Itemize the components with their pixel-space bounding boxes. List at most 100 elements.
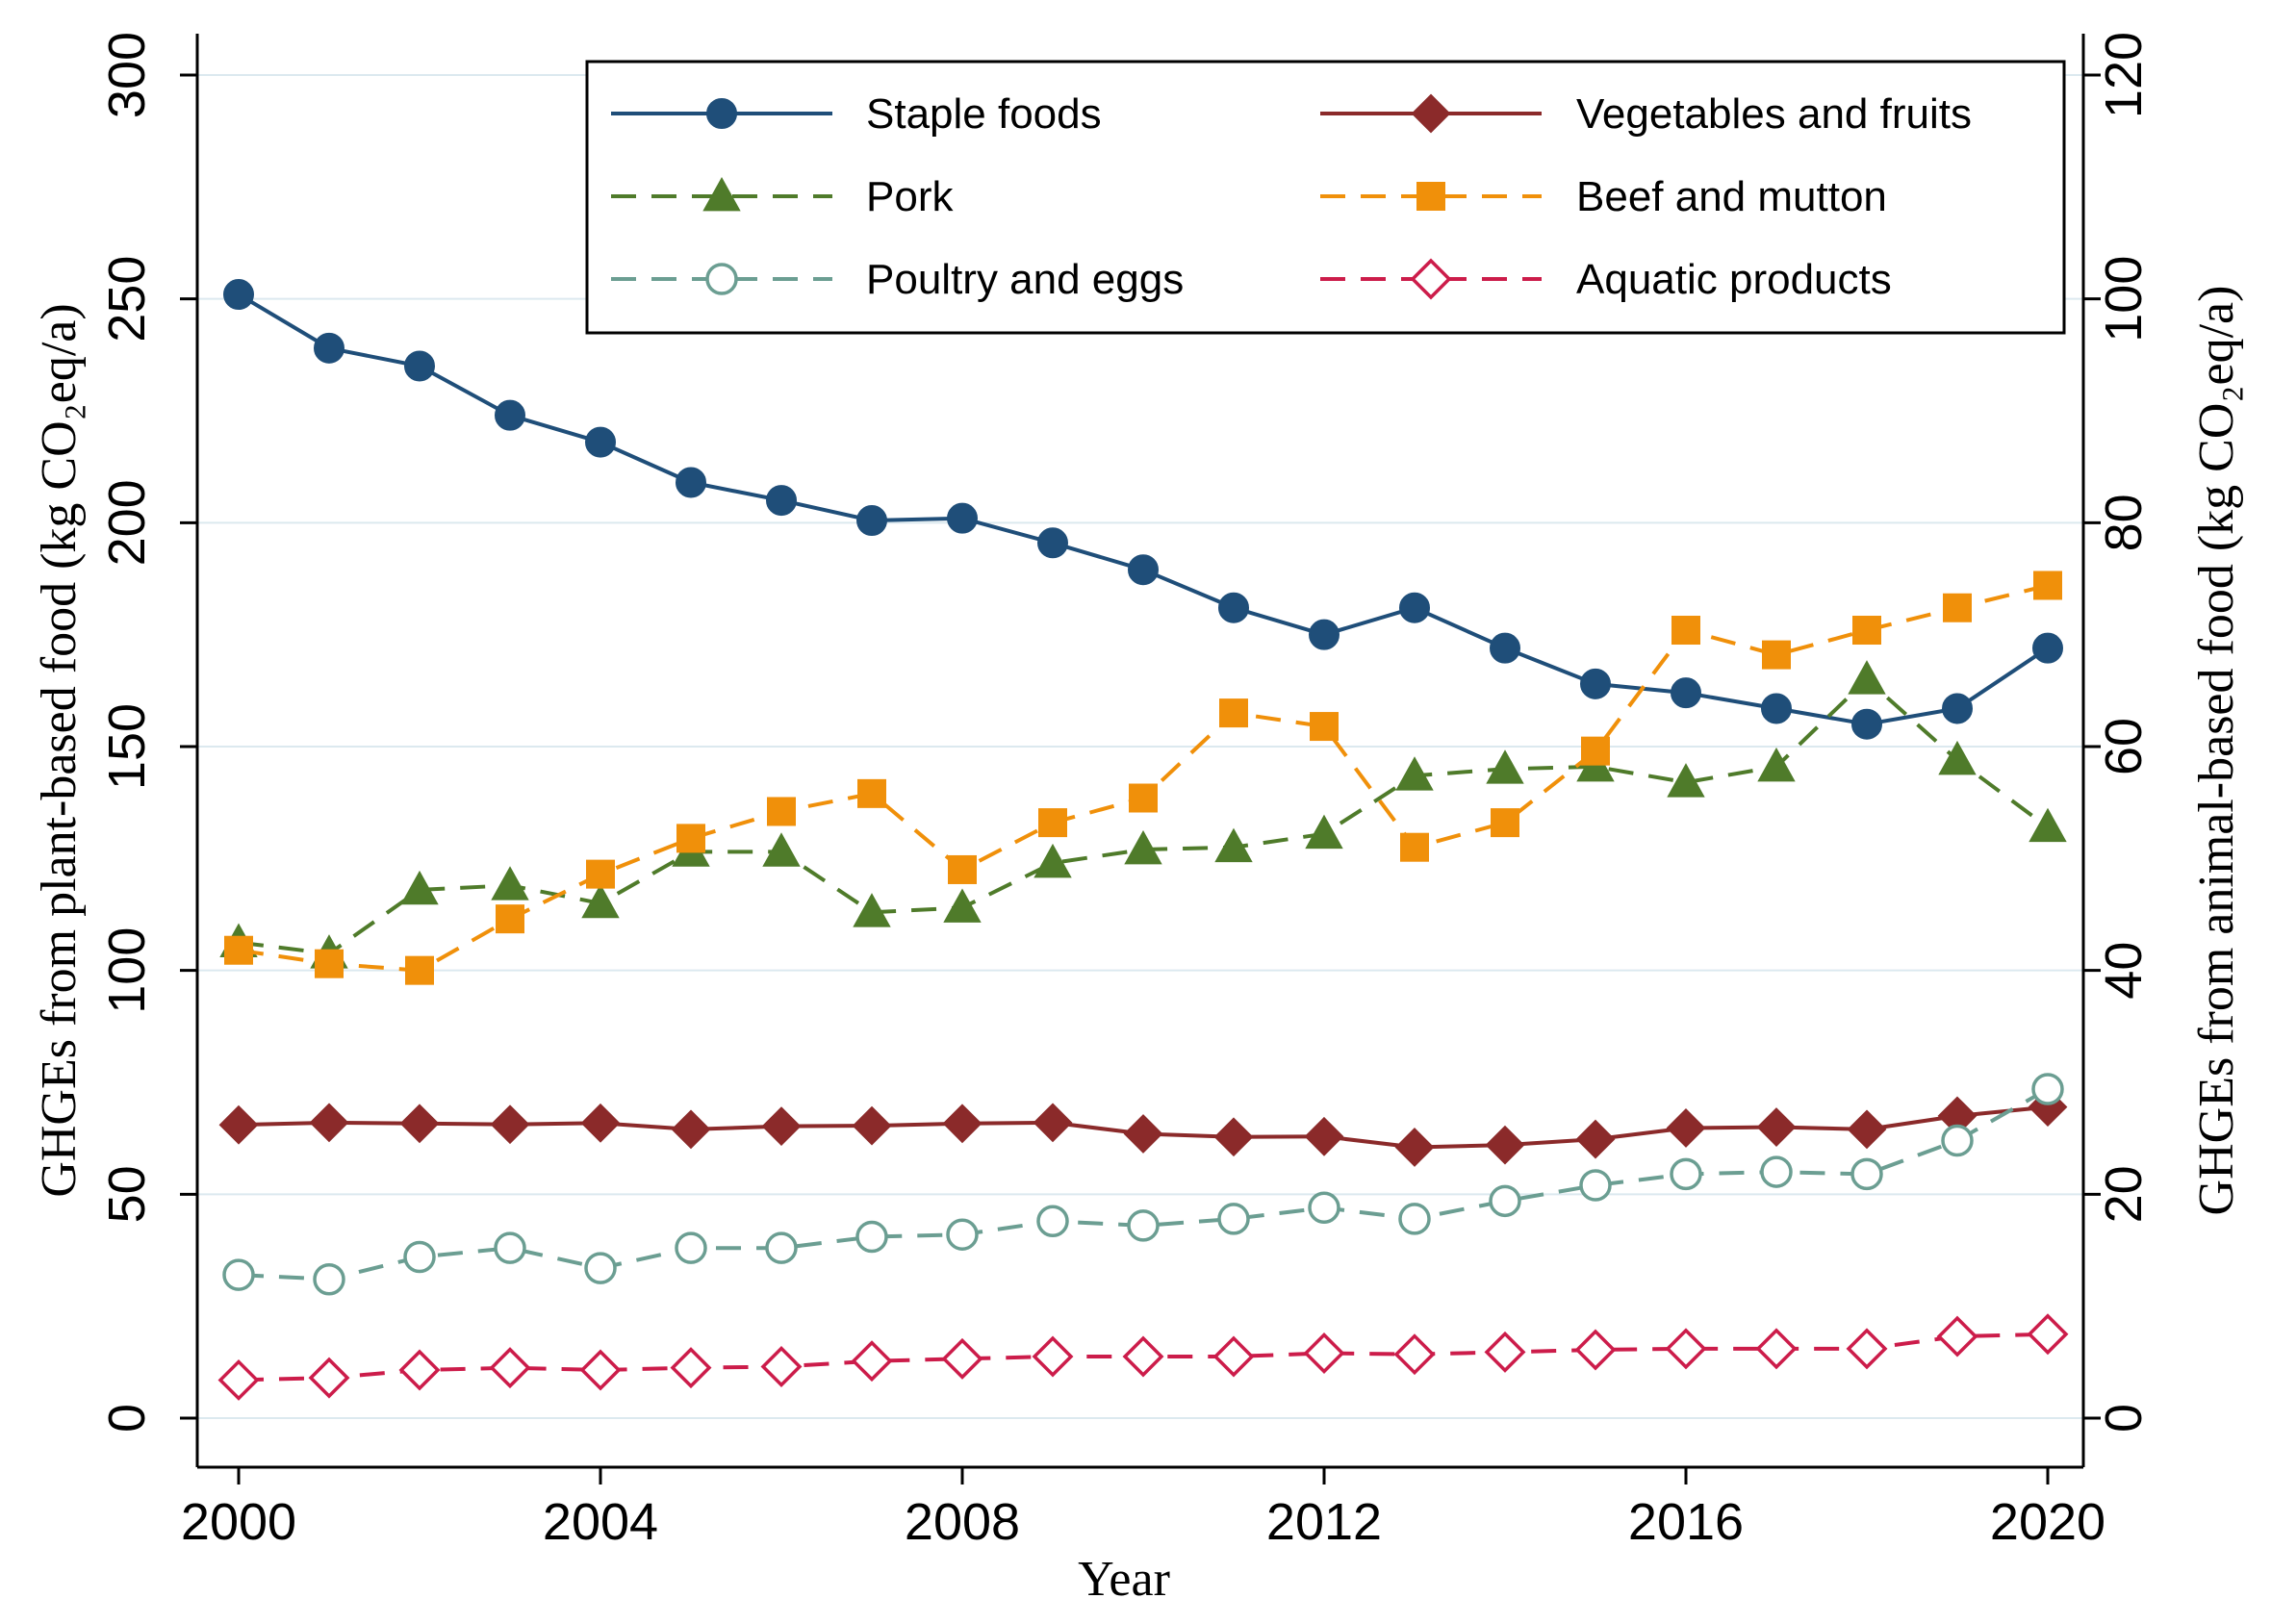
legend-label: Aquatic products <box>1576 256 1892 303</box>
x-tick-label: 2016 <box>1628 1493 1744 1551</box>
data-point <box>224 935 253 965</box>
legend-label: Pork <box>866 173 954 220</box>
legend-label: Poultry and eggs <box>866 256 1184 303</box>
data-point <box>217 1358 260 1401</box>
x-tick-label: 2004 <box>543 1493 658 1551</box>
data-point <box>1579 1169 1612 1202</box>
data-point <box>1212 1335 1255 1378</box>
data-point <box>948 854 977 884</box>
data-point <box>2031 1073 2064 1105</box>
data-point <box>1941 1124 1974 1157</box>
data-point <box>1303 1332 1345 1375</box>
data-point <box>1671 616 1700 646</box>
data-point <box>670 1347 712 1389</box>
data-point <box>855 1220 888 1254</box>
data-point <box>404 350 435 382</box>
data-point <box>853 893 891 927</box>
data-point <box>496 904 524 934</box>
data-point <box>1400 832 1429 862</box>
data-point <box>1484 1331 1526 1373</box>
data-point <box>308 1357 350 1399</box>
left-y-tick-label: 50 <box>98 1165 156 1223</box>
data-point <box>400 870 439 905</box>
data-point <box>943 888 982 923</box>
data-point <box>947 502 978 534</box>
data-point <box>1581 736 1610 766</box>
right-y-tick-label: 80 <box>2095 494 2153 551</box>
data-point <box>1580 668 1611 699</box>
data-point <box>1038 808 1067 838</box>
data-point <box>1847 1109 1887 1150</box>
data-point <box>1851 708 1882 740</box>
data-point <box>1490 632 1520 664</box>
data-point <box>489 1347 531 1389</box>
right-y-tick-label: 60 <box>2095 718 2153 775</box>
left-y-axis-title: GHGEs from plant-based food (kg CO₂eq/a) <box>32 303 87 1197</box>
legend-marker <box>705 263 738 295</box>
data-point <box>1936 1315 1978 1358</box>
x-tick-label: 2008 <box>905 1493 1020 1551</box>
data-point <box>1398 1203 1431 1235</box>
data-point <box>762 832 801 867</box>
left-y-tick-label: 200 <box>98 479 156 566</box>
data-point <box>767 797 796 826</box>
legend-marker <box>1410 258 1452 300</box>
data-point <box>1667 763 1705 798</box>
data-point <box>671 1109 711 1150</box>
data-point <box>1032 1335 1074 1378</box>
left-y-tick-label: 100 <box>98 927 156 1014</box>
data-point <box>222 1258 255 1291</box>
series-staple-foods <box>223 279 2063 740</box>
data-point <box>1123 1114 1163 1154</box>
legend-marker <box>702 176 741 212</box>
data-point <box>1762 640 1791 670</box>
legend-marker <box>706 98 737 129</box>
data-point <box>1489 1184 1521 1218</box>
data-point <box>942 1104 982 1144</box>
right-y-tick-label: 40 <box>2095 942 2153 1000</box>
left-y-tick-label: 0 <box>98 1404 156 1433</box>
legend-marker <box>1411 93 1451 134</box>
data-point <box>1755 1328 1798 1370</box>
data-point <box>1036 1205 1069 1238</box>
data-point <box>1033 843 1072 878</box>
data-point <box>579 1349 622 1391</box>
data-point <box>491 866 529 901</box>
data-point <box>2029 807 2067 843</box>
data-point <box>2032 632 2063 664</box>
data-point <box>586 859 615 889</box>
data-point <box>1308 1191 1340 1225</box>
data-point <box>1395 756 1434 791</box>
data-point <box>314 332 344 364</box>
data-point <box>1760 1155 1793 1188</box>
data-point <box>1491 808 1519 838</box>
series-aquatic-products <box>217 1313 2069 1401</box>
data-point <box>399 1104 440 1144</box>
left-y-tick-label: 150 <box>98 703 156 790</box>
legend-label: Staple foods <box>866 90 1102 138</box>
data-point <box>1037 527 1068 559</box>
data-point <box>1127 1209 1160 1242</box>
data-point <box>1393 1333 1436 1376</box>
data-point <box>766 485 797 517</box>
right-y-tick-label: 120 <box>2095 32 2153 118</box>
data-point <box>1846 1328 1888 1370</box>
data-point <box>581 883 620 919</box>
data-point <box>1943 593 1972 622</box>
data-point <box>1486 749 1524 784</box>
axes-layer: 0 50 100 150 200 250 300 0 20 40 60 80 100 120 2000 200… <box>32 32 2244 1551</box>
legend-layer: Staple foods Vegetables and fruits Pork Bee… <box>585 60 2066 335</box>
data-point <box>1128 554 1159 586</box>
data-point <box>1214 827 1253 863</box>
data-point <box>760 1346 803 1387</box>
data-point <box>1485 1125 1525 1165</box>
data-point <box>495 399 525 431</box>
x-axis-title: Year <box>1078 1552 1170 1607</box>
data-point <box>315 949 344 978</box>
data-point <box>1852 616 1881 646</box>
data-point <box>852 1105 892 1146</box>
left-y-tick-label: 250 <box>98 256 156 343</box>
data-point <box>1399 592 1430 623</box>
data-point <box>1665 1328 1707 1370</box>
